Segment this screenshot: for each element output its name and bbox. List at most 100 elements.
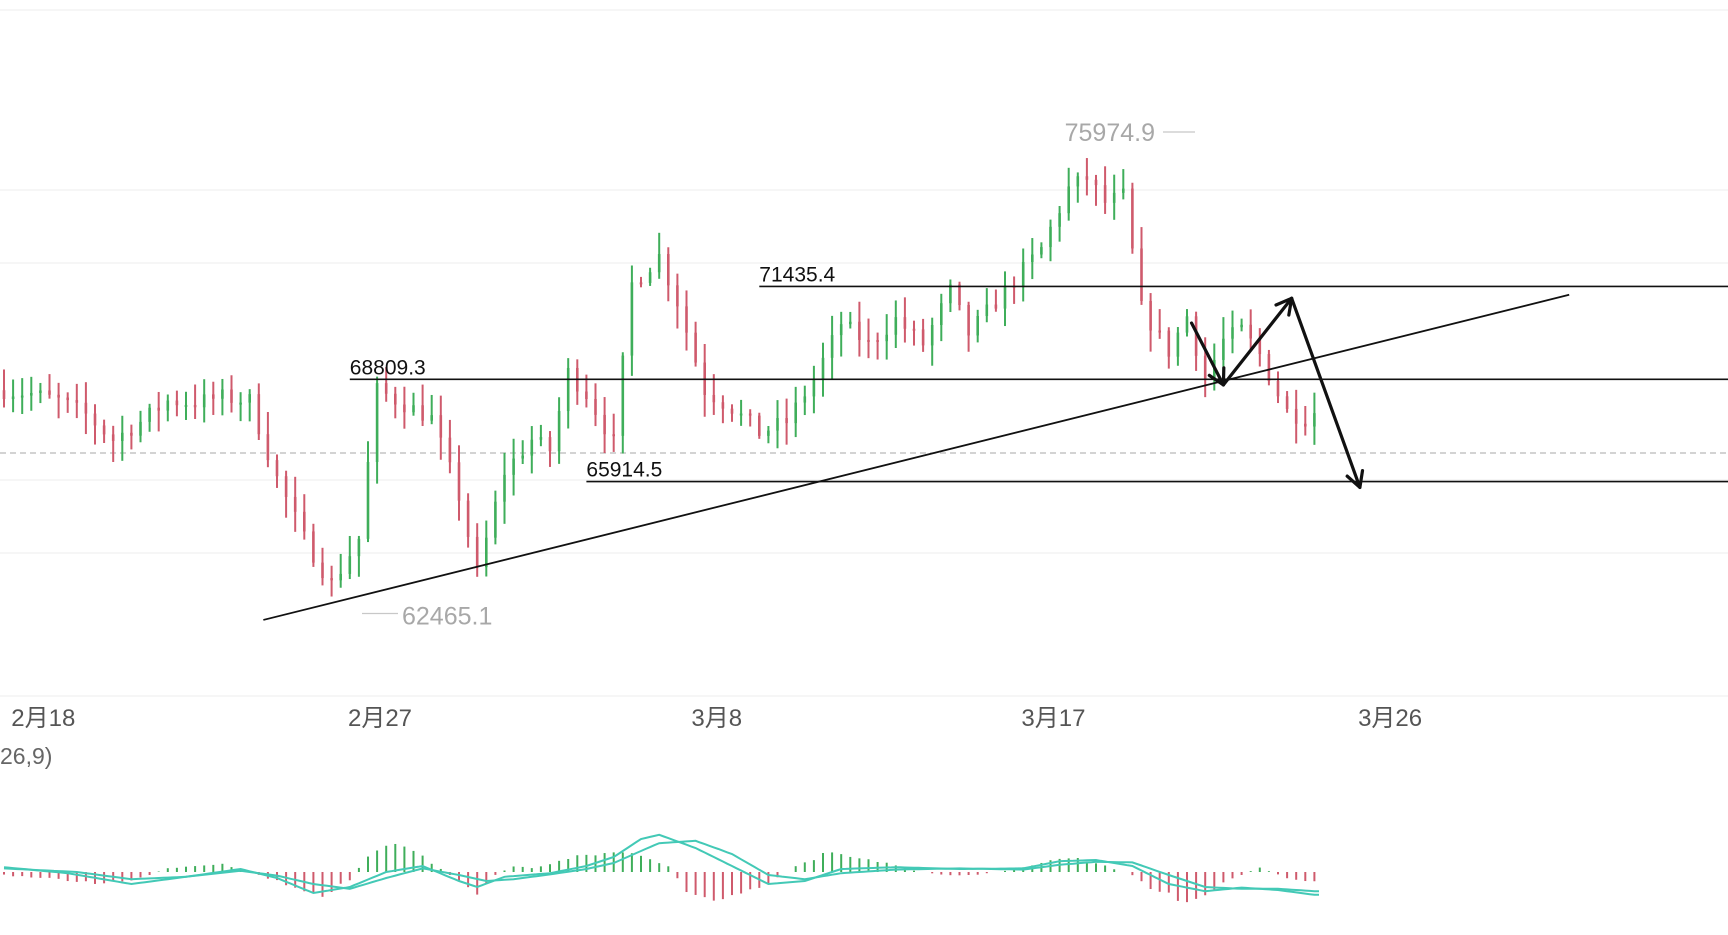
candle-body bbox=[1058, 213, 1061, 227]
candle-body bbox=[839, 324, 843, 336]
candle-body bbox=[312, 531, 315, 563]
candle-body bbox=[239, 402, 242, 405]
candle-body bbox=[1122, 188, 1125, 193]
candle-body bbox=[348, 556, 352, 574]
candle-body bbox=[657, 254, 661, 273]
candle-body bbox=[994, 304, 998, 309]
candle-body bbox=[221, 389, 224, 399]
candle-body bbox=[57, 394, 60, 398]
candle-body bbox=[885, 334, 888, 342]
candle-body bbox=[1304, 423, 1307, 427]
candle-body bbox=[84, 402, 88, 414]
candle-body bbox=[530, 439, 534, 456]
candle-body bbox=[912, 328, 916, 331]
candle-body bbox=[594, 398, 597, 415]
candle-body bbox=[949, 284, 952, 304]
grid bbox=[0, 9, 1728, 697]
candle-body bbox=[1203, 355, 1207, 381]
candle-body bbox=[667, 254, 670, 286]
candle-body bbox=[293, 496, 297, 512]
macd-signal-line bbox=[3, 839, 1319, 893]
candle-body bbox=[357, 538, 361, 557]
candle-body bbox=[11, 396, 15, 400]
candle-body bbox=[1176, 332, 1180, 357]
candle-body bbox=[20, 395, 24, 398]
candle-body bbox=[1031, 254, 1034, 262]
candle-body bbox=[421, 405, 424, 421]
candle-body bbox=[330, 578, 333, 581]
candle-body bbox=[1285, 396, 1289, 409]
candle-body bbox=[1222, 338, 1225, 360]
candle-body bbox=[1094, 179, 1098, 186]
candle-body bbox=[630, 282, 634, 356]
candle-body bbox=[612, 434, 615, 437]
candle-body bbox=[767, 430, 770, 436]
min-price-label: 62465.1 bbox=[402, 603, 492, 631]
candle-body bbox=[48, 390, 51, 395]
candle-body bbox=[676, 285, 679, 307]
candle-body bbox=[30, 392, 33, 396]
candle-body bbox=[985, 304, 989, 317]
candle-body bbox=[394, 393, 397, 405]
candle-body bbox=[730, 408, 734, 414]
candle-body bbox=[1112, 192, 1116, 203]
arrow-shaft bbox=[1221, 296, 1294, 387]
annotations bbox=[263, 293, 1570, 621]
candle-body bbox=[384, 383, 388, 394]
candle-body bbox=[958, 284, 961, 306]
candle-body bbox=[212, 394, 215, 399]
candle-body bbox=[639, 282, 643, 285]
macd-line bbox=[3, 833, 1319, 896]
candle-body bbox=[748, 413, 752, 416]
candle-body bbox=[1240, 324, 1243, 328]
candle-body bbox=[503, 474, 506, 502]
candle-body bbox=[466, 500, 470, 537]
candle-body bbox=[876, 340, 879, 343]
candle-body bbox=[894, 317, 898, 335]
candle-body bbox=[430, 415, 433, 421]
candle-body bbox=[448, 437, 452, 463]
candle-body bbox=[1294, 408, 1298, 424]
candle-body bbox=[1040, 247, 1043, 255]
candle-body bbox=[166, 400, 170, 411]
candle-body bbox=[776, 418, 779, 431]
candle-body bbox=[739, 413, 743, 416]
candle-body bbox=[175, 400, 179, 406]
x-tick-label: 2月18 bbox=[11, 705, 75, 732]
candle-body bbox=[539, 437, 543, 440]
candle-body bbox=[1185, 316, 1189, 333]
candle-body bbox=[976, 316, 979, 336]
candle-body bbox=[75, 400, 79, 403]
candle-body bbox=[439, 415, 443, 438]
candle-body bbox=[557, 411, 561, 452]
candle-body bbox=[1049, 226, 1052, 248]
arrow-shaft bbox=[1189, 321, 1226, 387]
candle-body bbox=[266, 434, 270, 461]
candle-body bbox=[548, 437, 552, 452]
candle-body bbox=[758, 415, 761, 436]
candle-body bbox=[130, 432, 133, 436]
candle-body bbox=[2, 390, 6, 400]
candle-body bbox=[202, 394, 206, 408]
candle-body bbox=[694, 332, 697, 363]
candle-body bbox=[284, 476, 288, 497]
candle-body bbox=[457, 462, 461, 501]
arrow-head bbox=[1345, 468, 1365, 489]
candle-body bbox=[1103, 185, 1107, 203]
candle-body bbox=[585, 391, 588, 399]
candle-body bbox=[830, 335, 834, 358]
candle-body bbox=[375, 383, 379, 463]
candle-body bbox=[1313, 413, 1316, 427]
x-tick-label: 2月27 bbox=[348, 705, 412, 732]
candles bbox=[2, 158, 1316, 597]
candle-body bbox=[111, 434, 115, 441]
candle-body bbox=[930, 325, 934, 346]
candle-body bbox=[303, 511, 306, 532]
candle-body bbox=[940, 303, 943, 326]
candle-body bbox=[1167, 330, 1171, 357]
candle-body bbox=[1258, 338, 1262, 355]
level-label: 71435.4 bbox=[759, 263, 835, 286]
candle-body bbox=[512, 458, 515, 475]
candle-body bbox=[921, 329, 925, 346]
candle-body bbox=[66, 397, 69, 401]
